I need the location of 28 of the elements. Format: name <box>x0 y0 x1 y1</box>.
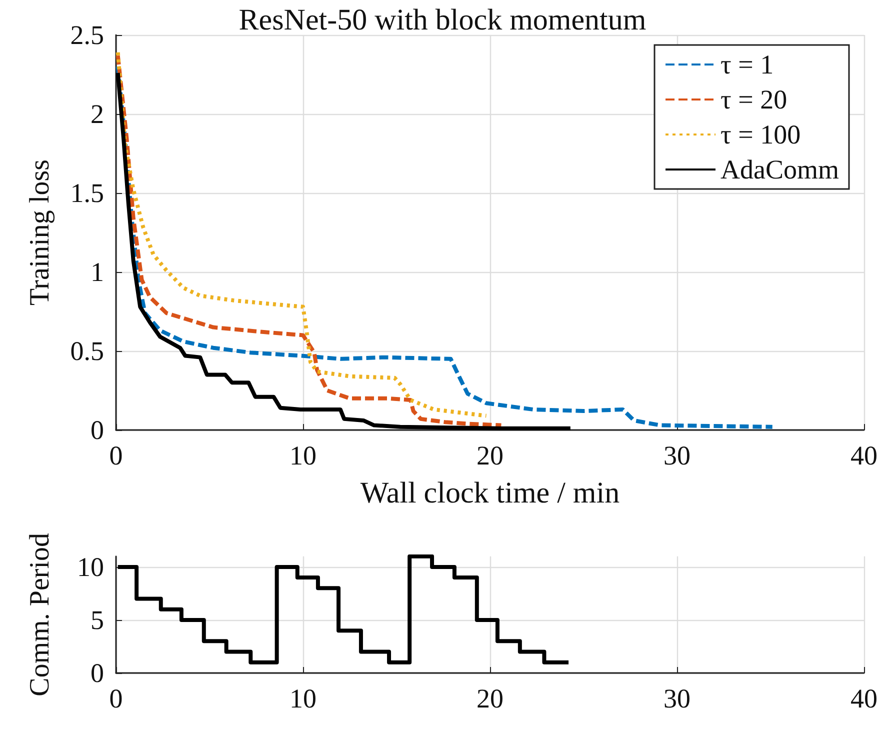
legend-label: AdaComm <box>720 154 840 184</box>
y-tick-label: 1 <box>90 257 104 287</box>
x-tick-label: 0 <box>109 440 123 470</box>
y-axis-title: Training loss <box>24 159 56 306</box>
legend-label: τ = 20 <box>720 84 788 114</box>
x-tick-label: 20 <box>476 440 504 470</box>
y-axis-title: Comm. Period <box>24 532 56 696</box>
legend-label: τ = 100 <box>720 120 801 150</box>
y-tick-label: 10 <box>77 552 104 582</box>
y-tick-label: 1.5 <box>70 178 104 208</box>
x-axis-title: Wall clock time / min <box>360 476 620 510</box>
x-tick-label: 10 <box>290 684 316 714</box>
x-tick-label: 30 <box>664 684 690 714</box>
x-tick-label: 30 <box>664 440 690 470</box>
chart-title: ResNet-50 with block momentum <box>238 4 646 36</box>
y-tick-label: 0.5 <box>70 336 104 366</box>
x-tick-label: 10 <box>290 440 316 470</box>
legend-label: τ = 1 <box>720 50 774 80</box>
y-tick-label: 2 <box>90 99 104 129</box>
y-tick-label: 2.5 <box>70 20 104 50</box>
y-tick-label: 5 <box>90 604 104 635</box>
y-tick-label: 0 <box>90 658 104 688</box>
x-tick-label: 20 <box>476 684 504 714</box>
x-tick-label: 40 <box>850 684 878 714</box>
y-tick-label: 0 <box>90 415 104 445</box>
x-tick-label: 0 <box>109 684 123 714</box>
line-series <box>116 70 572 430</box>
x-tick-label: 40 <box>850 440 878 470</box>
